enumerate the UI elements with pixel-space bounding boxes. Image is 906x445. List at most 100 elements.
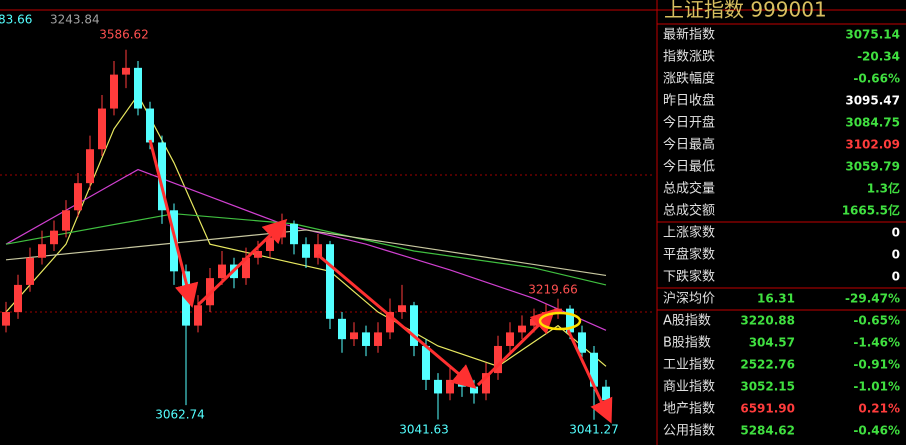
- candle-body: [350, 332, 358, 340]
- candle-body: [410, 305, 418, 346]
- candle-body: [158, 142, 166, 211]
- candle-body: [74, 183, 82, 211]
- candle-body: [386, 312, 394, 333]
- candle-body: [290, 223, 298, 245]
- row-change: -29.47%: [845, 292, 900, 306]
- candle-body: [470, 386, 478, 394]
- row-value: 16.31: [757, 292, 795, 306]
- candle-body: [506, 332, 514, 346]
- trend-arrows: [148, 139, 613, 424]
- row-change: -0.46%: [853, 424, 900, 438]
- highlight-ellipse: [538, 311, 582, 331]
- candle-body: [374, 332, 382, 346]
- row-value: 6591.90: [740, 402, 795, 416]
- candle-body: [50, 230, 58, 245]
- candle-body: [422, 345, 430, 380]
- row-label: 总成交量: [663, 181, 715, 197]
- quote-panel: 最新指数 3075.14 指数涨跌 -20.34 涨跌幅度 -0.66% 昨日收盘 3095.…: [657, 23, 906, 439]
- candle-body: [530, 318, 538, 326]
- panel-title: 上证指数 999001: [664, 0, 827, 22]
- row-label: 今日最高: [663, 137, 715, 153]
- candle-body: [266, 237, 274, 251]
- price-annotation: 3041.27: [569, 423, 619, 437]
- row-value: 3084.75: [845, 116, 900, 130]
- row-value: 2522.76: [740, 358, 795, 372]
- row-value: 0: [892, 248, 900, 262]
- candle-body: [398, 305, 406, 313]
- row-value: 304.57: [749, 336, 795, 350]
- candle-body: [458, 379, 466, 387]
- row-value: -20.34: [857, 50, 900, 64]
- header-value: 3243.84: [50, 13, 100, 27]
- row-label: 地产指数: [663, 402, 715, 417]
- row-change: -1.01%: [853, 380, 900, 394]
- candle-body: [494, 345, 502, 374]
- candle-body: [218, 264, 226, 279]
- row-value: 0: [892, 226, 900, 240]
- candle-body: [326, 244, 334, 319]
- row-label: 昨日收盘: [663, 93, 715, 109]
- row-label: 指数涨跌: [663, 49, 715, 65]
- candle-body: [518, 325, 526, 333]
- candle-body: [134, 67, 142, 109]
- ma-line: [5, 93, 607, 367]
- row-value: 3220.88: [740, 314, 795, 328]
- candle-body: [302, 244, 310, 258]
- header-value: 83.66: [0, 13, 32, 27]
- row-value: 0: [892, 270, 900, 284]
- row-label: 涨跌幅度: [663, 71, 715, 87]
- row-label: 平盘家数: [663, 247, 715, 263]
- candle-body: [434, 379, 442, 394]
- candle-body: [254, 250, 262, 258]
- candle-body: [14, 284, 22, 313]
- row-value: 1665.5亿: [842, 203, 900, 218]
- row-value: 1.3亿: [867, 181, 900, 196]
- row-label: 今日最低: [663, 159, 715, 175]
- candle-body: [590, 352, 598, 387]
- candle-body: [122, 67, 130, 75]
- candle-body: [314, 244, 322, 258]
- row-value: 3095.47: [845, 94, 900, 108]
- row-label: 商业指数: [663, 380, 715, 395]
- row-label: 沪深均价: [663, 291, 715, 307]
- row-value: 3102.09: [845, 138, 900, 152]
- price-annotation: 3062.74: [155, 408, 205, 422]
- candle-body: [602, 386, 610, 401]
- candle-body: [146, 108, 154, 143]
- candle-body: [26, 257, 34, 285]
- candle-body: [194, 305, 202, 326]
- row-value: 3075.14: [845, 28, 900, 42]
- candle-body: [242, 257, 250, 279]
- price-annotation: 3586.62: [99, 28, 149, 42]
- row-value: 3052.15: [740, 380, 795, 394]
- candle-body: [338, 318, 346, 340]
- candle-body: [566, 308, 574, 333]
- candle-body: [98, 108, 106, 150]
- row-label: 总成交额: [663, 203, 715, 219]
- price-annotation: 3219.66: [528, 283, 578, 297]
- candle-body: [482, 373, 490, 394]
- ma-line: [5, 229, 607, 277]
- candle-body: [2, 312, 10, 326]
- candle-body: [446, 379, 454, 394]
- candle-body: [86, 149, 94, 184]
- row-value: 5284.62: [740, 424, 795, 438]
- candle-body: [62, 210, 70, 231]
- row-label: 今日开盘: [663, 115, 715, 131]
- candle-body: [554, 308, 562, 313]
- row-change: -0.91%: [853, 358, 900, 372]
- row-change: -0.65%: [853, 314, 900, 328]
- row-label: 上涨家数: [663, 225, 715, 241]
- plot: [2, 49, 610, 420]
- candle-body: [362, 332, 370, 346]
- row-label: A股指数: [663, 314, 711, 329]
- candle-body: [578, 332, 586, 353]
- row-label: B股指数: [663, 336, 711, 351]
- row-label: 下跌家数: [663, 269, 715, 285]
- candle-body: [110, 74, 118, 109]
- row-change: -1.46%: [853, 336, 900, 350]
- price-annotation: 3041.63: [399, 423, 449, 437]
- row-label: 最新指数: [663, 27, 715, 43]
- row-change: 0.21%: [858, 402, 900, 416]
